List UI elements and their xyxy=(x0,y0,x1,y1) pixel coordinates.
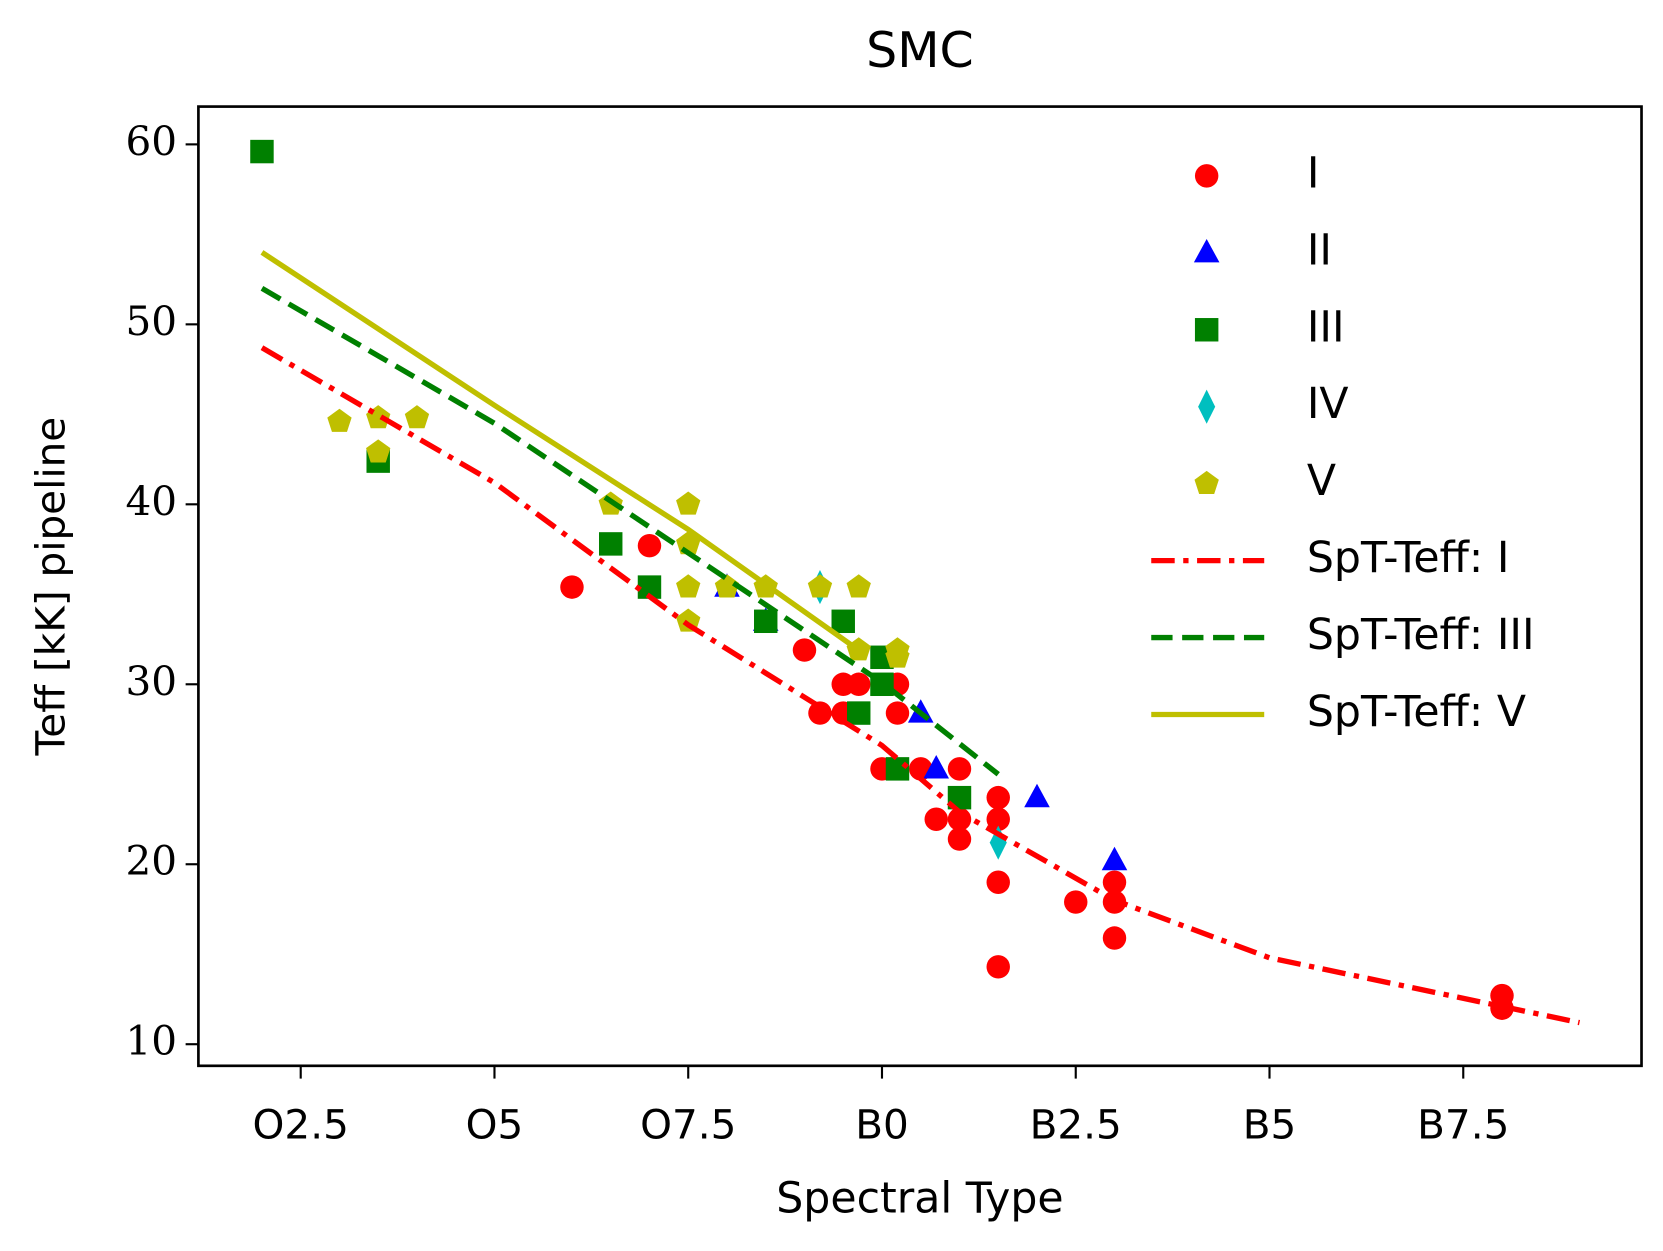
y-tick-label: 20 xyxy=(126,837,178,885)
point xyxy=(807,574,833,598)
fit-line xyxy=(260,345,1581,1026)
point xyxy=(366,439,391,463)
plot-frame xyxy=(197,105,1643,1068)
point xyxy=(754,609,778,634)
legend-label: SpT-Teff: I xyxy=(1307,533,1510,583)
fit-line xyxy=(260,250,853,647)
point xyxy=(327,408,352,432)
point xyxy=(947,827,972,851)
point xyxy=(792,638,817,662)
point xyxy=(560,575,584,599)
legend-marker xyxy=(1198,389,1216,424)
x-axis-label: Spectral Type xyxy=(776,1174,1063,1224)
point xyxy=(676,574,701,598)
point xyxy=(924,807,948,831)
legend-marker xyxy=(1194,164,1219,188)
point xyxy=(676,491,701,515)
point xyxy=(847,701,871,725)
point xyxy=(1064,890,1088,914)
legend-marker xyxy=(1194,318,1219,342)
x-tick-label: B5 xyxy=(1243,1101,1297,1149)
x-tick-label: B2.5 xyxy=(1030,1101,1122,1149)
point xyxy=(1101,846,1128,871)
fit-line xyxy=(260,286,1000,777)
point xyxy=(947,757,972,781)
point xyxy=(846,637,871,661)
point xyxy=(404,405,430,429)
legend-label: V xyxy=(1307,456,1336,506)
x-tick-label: O2.5 xyxy=(253,1101,349,1149)
legend-marker xyxy=(1193,238,1220,263)
point xyxy=(250,139,274,164)
point xyxy=(1102,870,1127,894)
y-tick-label: 30 xyxy=(126,657,178,705)
point xyxy=(986,807,1010,831)
point xyxy=(885,701,910,725)
point xyxy=(986,870,1010,894)
point xyxy=(714,574,740,598)
x-tick-label: B7.5 xyxy=(1417,1101,1509,1149)
point xyxy=(637,575,662,599)
y-axis-label: Teff [kK] pipeline xyxy=(26,417,74,757)
point xyxy=(808,701,832,725)
point xyxy=(986,955,1010,979)
legend-label: II xyxy=(1307,225,1332,275)
point xyxy=(1102,926,1127,950)
x-tick-label: O7.5 xyxy=(640,1101,736,1149)
y-tick-label: 50 xyxy=(126,297,178,345)
x-tick-label: B0 xyxy=(855,1101,909,1149)
legend-label: I xyxy=(1307,148,1320,198)
point xyxy=(637,533,662,558)
point xyxy=(831,609,855,634)
point xyxy=(1024,783,1050,808)
legend-label: III xyxy=(1307,302,1345,352)
point xyxy=(923,755,950,779)
point xyxy=(846,574,871,598)
point xyxy=(986,785,1010,810)
y-tick-label: 60 xyxy=(126,117,178,165)
x-tick-label: O5 xyxy=(466,1101,524,1149)
legend-marker xyxy=(1194,470,1219,495)
chart-title: SMC xyxy=(866,21,974,79)
legend-label: IV xyxy=(1307,379,1349,429)
point xyxy=(885,757,910,781)
point xyxy=(847,672,871,697)
y-tick-label: 40 xyxy=(126,477,178,525)
legend-label: SpT-Teff: V xyxy=(1307,687,1526,737)
legend-label: SpT-Teff: III xyxy=(1307,610,1535,660)
point xyxy=(885,644,910,668)
point xyxy=(599,532,623,556)
y-tick-label: 10 xyxy=(126,1017,178,1065)
